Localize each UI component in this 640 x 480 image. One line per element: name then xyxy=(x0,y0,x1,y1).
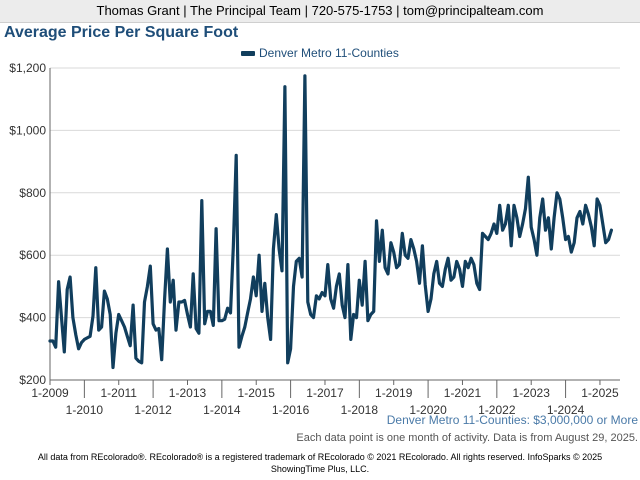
legend-label: Denver Metro 11-Counties xyxy=(259,46,399,60)
x-tick-label: 1-2009 xyxy=(31,386,69,400)
agent-header-bar: Thomas Grant | The Principal Team | 720-… xyxy=(0,0,640,23)
y-tick-label: $1,200 xyxy=(9,61,46,75)
x-tick-label: 1-2022 xyxy=(478,403,516,417)
x-tick-label: 1-2023 xyxy=(513,386,551,400)
footer-copyright: All data from REcolorado®. REcolorado® i… xyxy=(37,452,603,462)
y-tick-label: $400 xyxy=(19,311,46,325)
footer-company: ShowingTime Plus, LLC. xyxy=(270,464,370,474)
y-tick-label: $200 xyxy=(19,373,46,387)
x-tick-label: 1-2017 xyxy=(306,386,344,400)
x-tick-label: 1-2011 xyxy=(101,386,138,400)
series-line-denver-metro xyxy=(48,74,614,370)
segment-note: Denver Metro 11-Counties: $3,000,000 or … xyxy=(386,413,638,427)
x-tick-label: 1-2014 xyxy=(203,403,241,417)
x-tick-label: 1-2021 xyxy=(444,386,482,400)
y-tick-label: $1,000 xyxy=(9,123,46,137)
x-tick-label: 1-2024 xyxy=(547,403,585,417)
x-tick-label: 1-2025 xyxy=(581,386,619,400)
x-tick-label: 1-2019 xyxy=(375,386,413,400)
x-tick-label: 1-2013 xyxy=(169,386,207,400)
x-tick-label: 1-2012 xyxy=(134,403,172,417)
chart-legend: Denver Metro 11-Counties xyxy=(241,45,399,61)
activity-note: Each data point is one month of activity… xyxy=(296,432,638,444)
x-tick-label: 1-2015 xyxy=(238,386,276,400)
x-tick-label: 1-2020 xyxy=(409,403,447,417)
agent-contact-text: Thomas Grant | The Principal Team | 720-… xyxy=(96,3,544,18)
y-tick-label: $800 xyxy=(19,186,46,200)
chart-title: Average Price Per Square Foot xyxy=(4,24,239,41)
y-tick-label: $600 xyxy=(19,248,46,262)
x-tick-label: 1-2018 xyxy=(341,403,379,417)
x-tick-label: 1-2010 xyxy=(66,403,104,417)
x-tick-label: 1-2016 xyxy=(272,403,310,417)
legend-swatch xyxy=(241,50,255,56)
